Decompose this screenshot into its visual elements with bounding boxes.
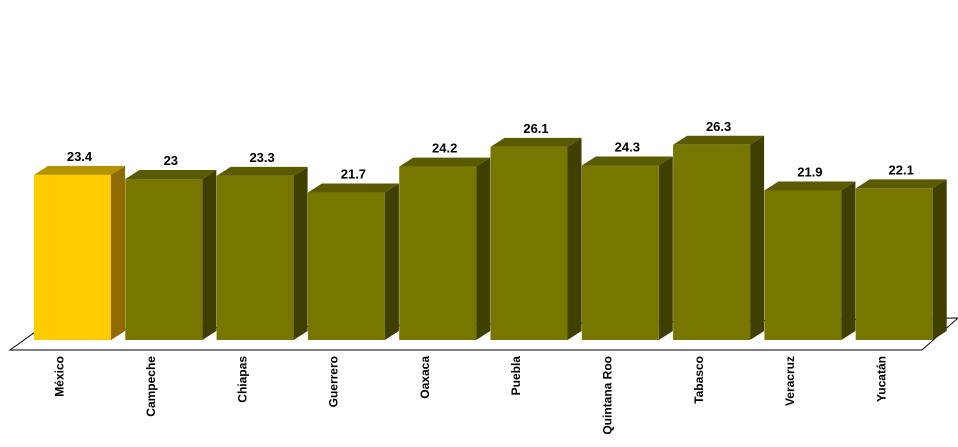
- bar-side-face: [111, 165, 125, 340]
- data-label: 26.1: [523, 121, 548, 136]
- data-label: 24.2: [432, 141, 457, 156]
- bar-top-face: [307, 183, 399, 193]
- data-label: 21.7: [341, 167, 366, 182]
- bar-top-face: [581, 156, 673, 166]
- x-tick-label: Chiapas: [235, 356, 249, 403]
- data-labels: 23.4 23 23.3 21.7 24.2 26.1 24.3 26.3 21.9 22.1: [67, 119, 914, 182]
- chart-floor-plane: [8, 317, 958, 351]
- bar-top-face: [34, 165, 125, 175]
- bar: [34, 165, 125, 340]
- bar-front-face: [125, 179, 203, 340]
- bar: [399, 157, 491, 340]
- bar: [581, 156, 673, 340]
- x-tick-label: Tabasco: [692, 356, 706, 404]
- bar-top-face: [216, 166, 308, 176]
- bar-front-face: [399, 166, 477, 340]
- x-tick-label: Oaxaca: [418, 356, 432, 399]
- data-label: 26.3: [706, 119, 731, 134]
- bar-side-face: [476, 157, 491, 340]
- bar-side-face: [202, 170, 217, 340]
- bar-top-face: [764, 181, 856, 191]
- bar: [125, 170, 217, 340]
- chart-floor: [8, 317, 958, 351]
- x-tick-label: México: [53, 356, 67, 397]
- bar-series: [34, 135, 947, 340]
- data-label: 22.1: [889, 162, 914, 177]
- bar-side-face: [658, 156, 673, 340]
- bar-top-face: [490, 137, 582, 147]
- x-tick-label: Puebla: [509, 356, 523, 396]
- bar-side-face: [932, 179, 947, 340]
- bar: [673, 135, 765, 340]
- bar: [490, 137, 582, 340]
- bar-side-face: [841, 181, 856, 340]
- bar-front-face: [855, 188, 933, 340]
- bar-front-face: [307, 192, 385, 340]
- bar-front-face: [581, 165, 659, 340]
- bar-front-face: [764, 190, 842, 340]
- bar-front-face: [490, 146, 568, 340]
- data-label: 21.9: [797, 164, 822, 179]
- bar-side-face: [293, 166, 308, 340]
- bar: [764, 181, 856, 340]
- data-label: 23: [164, 153, 178, 168]
- x-tick-label: Quintana Roo: [600, 356, 614, 435]
- x-tick-label: Yucatán: [874, 356, 888, 402]
- x-tick-label: Campeche: [144, 356, 158, 417]
- bar-top-face: [125, 170, 217, 180]
- bar-top-face: [855, 179, 947, 189]
- x-tick-label: Guerrero: [327, 356, 341, 407]
- bar-side-face: [384, 183, 399, 340]
- bar: [216, 166, 308, 340]
- bar-top-face: [673, 135, 765, 145]
- bar-front-face: [673, 144, 751, 340]
- bar-front-face: [216, 175, 294, 340]
- data-label: 23.3: [249, 150, 274, 165]
- data-label: 24.3: [615, 140, 640, 155]
- bar: [307, 183, 399, 340]
- data-label: 23.4: [67, 149, 93, 164]
- bar-front-face: [34, 174, 111, 340]
- bar-top-face: [399, 157, 491, 167]
- bar: [855, 179, 947, 340]
- x-tick-label: Veracruz: [783, 356, 797, 406]
- bar-side-face: [750, 135, 765, 340]
- x-axis-tick-labels: México Campeche Chiapas Guerrero Oaxaca Puebl…: [53, 356, 889, 435]
- bar-side-face: [567, 137, 582, 340]
